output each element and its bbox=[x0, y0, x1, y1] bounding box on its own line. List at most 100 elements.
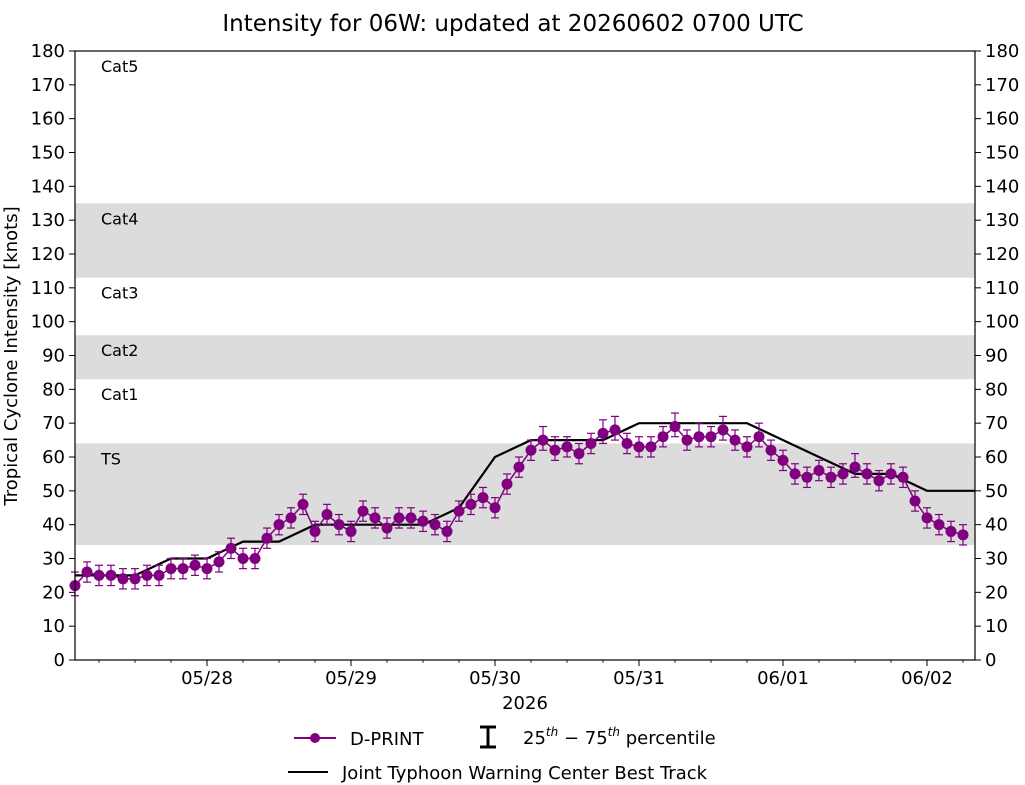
dprint-point bbox=[573, 448, 585, 460]
dprint-point bbox=[657, 431, 669, 443]
category-band-labels: TS Cat1 Cat2 Cat3 Cat4 Cat5 bbox=[100, 57, 138, 468]
dprint-point bbox=[861, 468, 873, 480]
y-tick-label-left: 120 bbox=[31, 244, 65, 265]
y-tick-label-left: 80 bbox=[42, 379, 65, 400]
dprint-point bbox=[381, 522, 393, 534]
y-tick-label-right: 150 bbox=[985, 143, 1019, 164]
dprint-point bbox=[729, 434, 741, 446]
y-tick-label-left: 140 bbox=[31, 176, 65, 197]
legend-percentile-sup-high: th bbox=[608, 725, 620, 739]
dprint-point bbox=[177, 563, 189, 575]
legend-percentile-low: 25 bbox=[523, 728, 546, 749]
band-label-cat2: Cat2 bbox=[101, 341, 138, 360]
dprint-point bbox=[501, 478, 513, 490]
y-tick-label-left: 110 bbox=[31, 278, 65, 299]
legend: D-PRINT 25th − 75th percentile Joint Typ… bbox=[288, 725, 716, 784]
y-tick-label-right: 170 bbox=[985, 75, 1019, 96]
band-cat4 bbox=[75, 203, 975, 278]
dprint-point bbox=[225, 542, 237, 554]
dprint-point bbox=[273, 519, 285, 531]
x-tick-label: 05/29 bbox=[325, 668, 377, 689]
dprint-point bbox=[885, 468, 897, 480]
dprint-point bbox=[441, 525, 453, 537]
y-axis-label: Tropical Cyclone Intensity [knots] bbox=[1, 206, 22, 506]
y-tick-label-left: 180 bbox=[31, 41, 65, 62]
chart-title: Intensity for 06W: updated at 20260602 0… bbox=[222, 11, 803, 37]
legend-besttrack-label: Joint Typhoon Warning Center Best Track bbox=[341, 763, 708, 784]
dprint-point bbox=[765, 444, 777, 456]
dprint-point bbox=[489, 502, 501, 514]
dprint-point bbox=[249, 553, 261, 564]
band-cat2 bbox=[75, 335, 975, 380]
dprint-point bbox=[477, 492, 489, 504]
dprint-point bbox=[633, 441, 645, 453]
dprint-point bbox=[117, 573, 129, 585]
y-tick-label-right: 10 bbox=[985, 616, 1008, 637]
dprint-point bbox=[417, 515, 429, 527]
y-tick-label-right: 0 bbox=[985, 650, 996, 671]
dprint-point bbox=[297, 498, 309, 510]
dprint-point bbox=[585, 437, 597, 449]
dprint-point bbox=[393, 512, 405, 524]
y-tick-label-right: 70 bbox=[985, 413, 1008, 434]
legend-errorbar-icon bbox=[480, 725, 496, 749]
legend-dprint-marker bbox=[310, 733, 320, 743]
y-tick-label-right: 30 bbox=[985, 549, 1008, 570]
legend-dprint-label: D-PRINT bbox=[350, 729, 424, 750]
dprint-point bbox=[837, 468, 849, 480]
y-tick-label-right: 110 bbox=[985, 278, 1019, 299]
y-tick-label-left: 30 bbox=[42, 549, 65, 570]
y-tick-label-right: 180 bbox=[985, 41, 1019, 62]
y-tick-label-left: 130 bbox=[31, 210, 65, 231]
y-tick-label-right: 130 bbox=[985, 210, 1019, 231]
dprint-point bbox=[141, 569, 153, 581]
y-tick-label-right: 100 bbox=[985, 312, 1019, 333]
category-bands bbox=[75, 203, 975, 545]
dprint-point bbox=[201, 563, 213, 575]
dprint-point bbox=[717, 424, 729, 436]
y-tick-label-right: 50 bbox=[985, 481, 1008, 502]
band-label-ts: TS bbox=[100, 449, 121, 468]
dprint-point bbox=[357, 505, 369, 517]
dprint-point bbox=[153, 569, 165, 581]
dprint-point bbox=[345, 525, 357, 537]
x-tick-label: 05/28 bbox=[181, 668, 233, 689]
band-label-cat1: Cat1 bbox=[101, 385, 138, 404]
x-tick-label: 06/01 bbox=[757, 668, 809, 689]
y-tick-label-left: 170 bbox=[31, 75, 65, 96]
y-tick-label-right: 120 bbox=[985, 244, 1019, 265]
dprint-point bbox=[645, 441, 657, 453]
band-label-cat3: Cat3 bbox=[101, 284, 138, 303]
dprint-point bbox=[957, 529, 969, 541]
dprint-point bbox=[105, 569, 117, 581]
dprint-point bbox=[429, 519, 441, 531]
dprint-point bbox=[513, 461, 525, 473]
dprint-point bbox=[81, 566, 93, 578]
dprint-point bbox=[561, 441, 573, 453]
y-tick-label-left: 90 bbox=[42, 346, 65, 367]
dprint-point bbox=[465, 498, 477, 510]
dprint-point bbox=[609, 424, 621, 436]
x-axis-label: 2026 bbox=[502, 693, 548, 714]
dprint-point bbox=[237, 553, 249, 564]
legend-percentile-sup-low: th bbox=[546, 725, 558, 739]
x-tick-label: 05/31 bbox=[613, 668, 665, 689]
y-tick-label-left: 10 bbox=[42, 616, 65, 637]
dprint-point bbox=[741, 441, 753, 453]
dprint-point bbox=[681, 434, 693, 446]
x-tick-label: 05/30 bbox=[469, 668, 521, 689]
dprint-point bbox=[189, 559, 201, 571]
y-tick-label-right: 60 bbox=[985, 447, 1008, 468]
dprint-point bbox=[753, 431, 765, 443]
dprint-point bbox=[309, 525, 321, 537]
dprint-points bbox=[69, 421, 969, 592]
dprint-point bbox=[537, 434, 549, 446]
dprint-point bbox=[909, 495, 921, 507]
dprint-point bbox=[933, 519, 945, 531]
dprint-point bbox=[825, 471, 837, 483]
y-tick-label-left: 20 bbox=[42, 582, 65, 603]
band-label-cat4: Cat4 bbox=[101, 209, 138, 228]
dprint-point bbox=[333, 519, 345, 531]
dprint-point bbox=[369, 512, 381, 524]
